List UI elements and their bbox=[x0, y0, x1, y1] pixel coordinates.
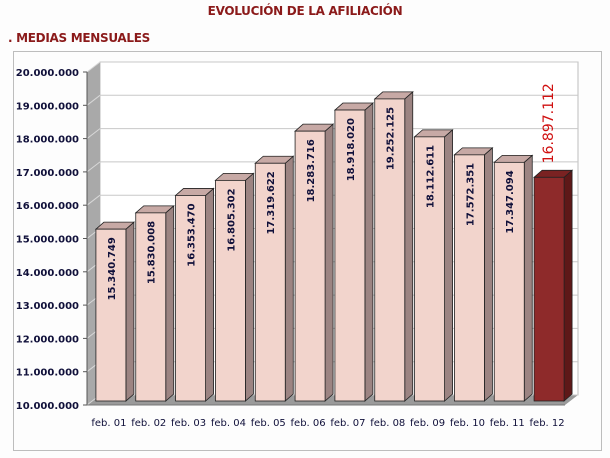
bar bbox=[254, 162, 286, 402]
chart-subtitle: . MEDIAS MENSUALES bbox=[8, 31, 150, 45]
value-label: 17.319.622 bbox=[266, 171, 277, 234]
x-tick-label: feb. 09 bbox=[410, 418, 445, 429]
value-label: 16.353.470 bbox=[187, 203, 198, 266]
bar bbox=[533, 176, 565, 402]
gridline-side bbox=[86, 128, 101, 139]
bar-side bbox=[484, 146, 493, 402]
x-tick-label: feb. 08 bbox=[370, 418, 405, 429]
gridline-side bbox=[86, 161, 101, 173]
bar bbox=[493, 161, 525, 402]
y-tick-label: 20.000.000 bbox=[16, 68, 79, 79]
x-tick-label: feb. 03 bbox=[171, 418, 206, 429]
x-tick-label: feb. 10 bbox=[450, 418, 485, 429]
y-tick-label: 11.000.000 bbox=[16, 368, 79, 379]
bar bbox=[334, 109, 366, 402]
x-tick-label: feb. 05 bbox=[251, 418, 286, 429]
gridline-side bbox=[86, 94, 101, 106]
y-tick-label: 18.000.000 bbox=[16, 135, 79, 146]
y-tick-label: 17.000.000 bbox=[16, 168, 79, 179]
value-label: 18.112.611 bbox=[426, 145, 437, 208]
x-tick-label: feb. 02 bbox=[131, 418, 166, 429]
gridline-side bbox=[86, 194, 101, 206]
y-tick-label: 10.000.000 bbox=[16, 401, 79, 412]
x-tick-label: feb. 12 bbox=[530, 418, 565, 429]
bar-side bbox=[125, 221, 135, 402]
bar-side bbox=[444, 128, 453, 402]
bar-side bbox=[245, 172, 254, 402]
x-tick-label: feb. 06 bbox=[291, 418, 326, 429]
bar-side bbox=[165, 204, 175, 402]
value-label: 15.830.008 bbox=[147, 221, 158, 284]
bar bbox=[414, 136, 445, 402]
y-tick-label: 15.000.000 bbox=[16, 235, 79, 246]
x-tick-label: feb. 11 bbox=[490, 418, 525, 429]
value-label: 17.347.094 bbox=[505, 170, 516, 233]
y-tick-label: 19.000.000 bbox=[16, 101, 79, 112]
bar bbox=[215, 179, 246, 402]
value-label-highlight: 16.897.112 bbox=[541, 83, 557, 163]
y-tick-label: 12.000.000 bbox=[16, 334, 79, 345]
bar-side bbox=[284, 155, 294, 402]
bar-side bbox=[324, 123, 334, 402]
bar-side bbox=[563, 169, 573, 402]
value-label: 18.918.020 bbox=[346, 118, 357, 181]
value-label: 19.252.125 bbox=[386, 107, 397, 170]
bar bbox=[135, 212, 167, 402]
bar-side bbox=[404, 91, 414, 402]
value-label: 18.283.716 bbox=[306, 139, 317, 202]
x-tick-label: feb. 07 bbox=[330, 418, 365, 429]
bar bbox=[454, 154, 485, 402]
y-tick-label: 16.000.000 bbox=[16, 201, 79, 212]
x-tick-label: feb. 01 bbox=[91, 418, 126, 429]
value-label: 17.572.351 bbox=[465, 163, 476, 226]
value-label: 16.805.302 bbox=[226, 188, 237, 251]
chart-title: EVOLUCIÓN DE LA AFILIACIÓN bbox=[207, 4, 403, 18]
y-tick-label: 13.000.000 bbox=[16, 301, 79, 312]
y-tick-label: 14.000.000 bbox=[16, 268, 79, 279]
bar bbox=[374, 98, 406, 402]
bar-side bbox=[523, 154, 533, 402]
bar-side bbox=[205, 187, 214, 402]
x-tick-label: feb. 04 bbox=[211, 418, 246, 429]
bar-side bbox=[364, 102, 374, 402]
value-label: 15.340.749 bbox=[107, 237, 118, 300]
gridline-side bbox=[86, 61, 101, 73]
bar bbox=[95, 228, 127, 402]
bar bbox=[294, 130, 326, 402]
bar bbox=[175, 195, 206, 402]
